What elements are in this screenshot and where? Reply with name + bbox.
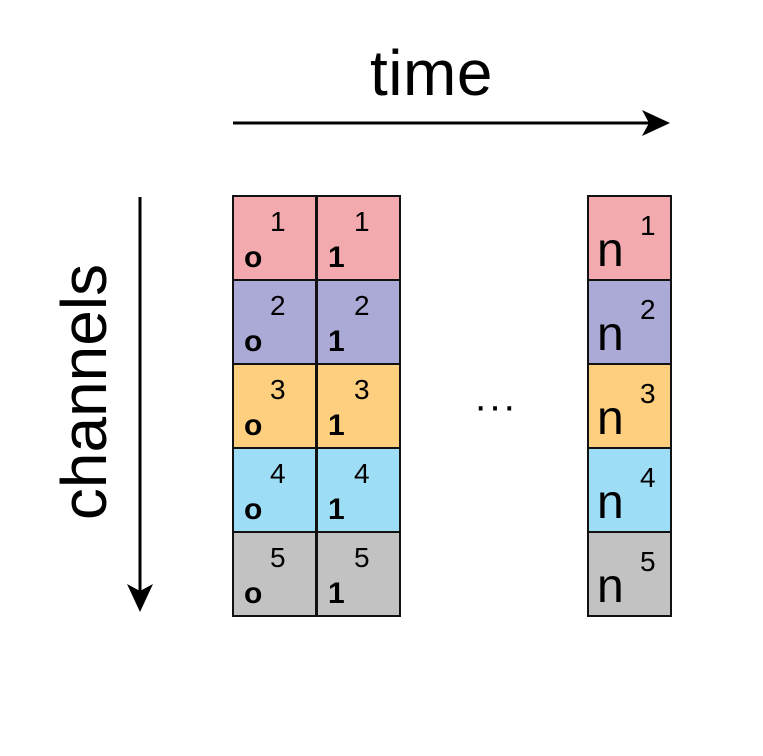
time-axis-label: time [370, 37, 493, 109]
cell-superscript-label: 5 [270, 542, 286, 573]
cell-base-label: n [597, 392, 624, 445]
cell-base-label: 1 [328, 409, 345, 442]
cell-superscript-label: 4 [270, 458, 286, 489]
cell-base-label: o [244, 409, 263, 442]
cell-superscript-label: 4 [640, 462, 656, 493]
ellipsis: ··· [474, 384, 517, 428]
cell-superscript-label: 5 [354, 542, 370, 573]
cell-superscript-label: 3 [354, 374, 370, 405]
cell-superscript-label: 1 [270, 206, 286, 237]
cell-base-label: n [597, 308, 624, 361]
cell-superscript-label: 5 [640, 546, 656, 577]
cell-base-label: n [597, 560, 624, 613]
cell-base-label: o [244, 241, 263, 274]
cell-superscript-label: 1 [640, 210, 656, 241]
cell-base-label: o [244, 325, 263, 358]
cell-base-label: 1 [328, 493, 345, 526]
cell-superscript-label: 1 [354, 206, 370, 237]
cell-base-label: o [244, 493, 263, 526]
cell-superscript-label: 2 [640, 294, 656, 325]
cell-superscript-label: 3 [270, 374, 286, 405]
cell-base-label: o [244, 577, 263, 610]
cell-superscript-label: 2 [354, 290, 370, 321]
cell-superscript-label: 4 [354, 458, 370, 489]
cell-base-label: 1 [328, 577, 345, 610]
cell-superscript-label: 2 [270, 290, 286, 321]
cell-base-label: 1 [328, 325, 345, 358]
cell-superscript-label: 3 [640, 378, 656, 409]
cell-base-label: 1 [328, 241, 345, 274]
cell-base-label: n [597, 476, 624, 529]
cell-base-label: n [597, 224, 624, 277]
